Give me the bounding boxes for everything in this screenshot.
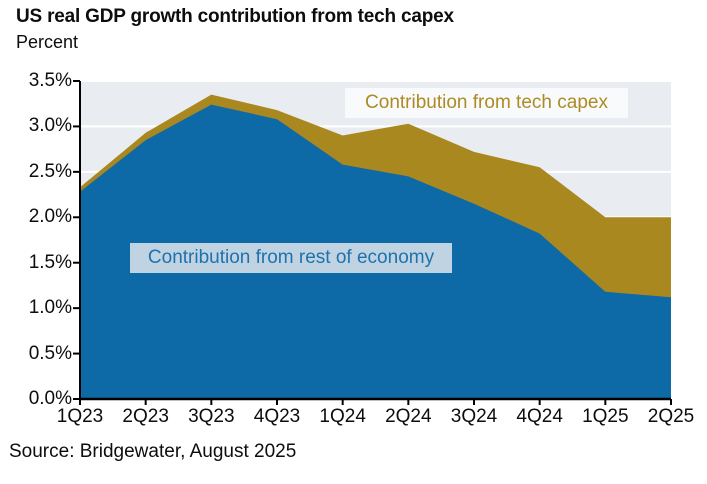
x-axis-label: 2Q23 bbox=[122, 406, 169, 427]
x-axis-label: 4Q24 bbox=[516, 406, 563, 427]
y-axis-label: 3.0% bbox=[28, 115, 72, 137]
series-label-tech-capex: Contribution from tech capex bbox=[345, 88, 628, 118]
chart-unit-label: Percent bbox=[16, 32, 79, 52]
series-label-rest-of-economy: Contribution from rest of economy bbox=[130, 243, 452, 273]
x-axis-label: 4Q23 bbox=[253, 406, 301, 427]
y-axis-label: 2.0% bbox=[28, 206, 72, 228]
y-axis-label: 3.5% bbox=[28, 70, 72, 91]
y-axis-label: 1.5% bbox=[28, 251, 72, 273]
page-title: US real GDP growth contribution from tec… bbox=[16, 6, 454, 27]
y-axis-label: 0.5% bbox=[28, 342, 72, 364]
x-axis-label: 1Q23 bbox=[56, 406, 104, 427]
y-axis-label: 1.0% bbox=[28, 297, 72, 319]
x-axis-label: 2Q25 bbox=[647, 406, 695, 427]
x-axis-label: 2Q24 bbox=[385, 406, 432, 427]
y-axis-label: 2.5% bbox=[28, 160, 72, 182]
source-attribution: Source: Bridgewater, August 2025 bbox=[9, 441, 297, 462]
y-axis-label: 0.0% bbox=[28, 388, 72, 409]
x-axis-label: 1Q24 bbox=[319, 406, 366, 427]
x-axis-label: 1Q25 bbox=[582, 406, 629, 427]
x-axis-label: 3Q23 bbox=[188, 406, 235, 427]
x-axis-label: 3Q24 bbox=[450, 406, 498, 427]
